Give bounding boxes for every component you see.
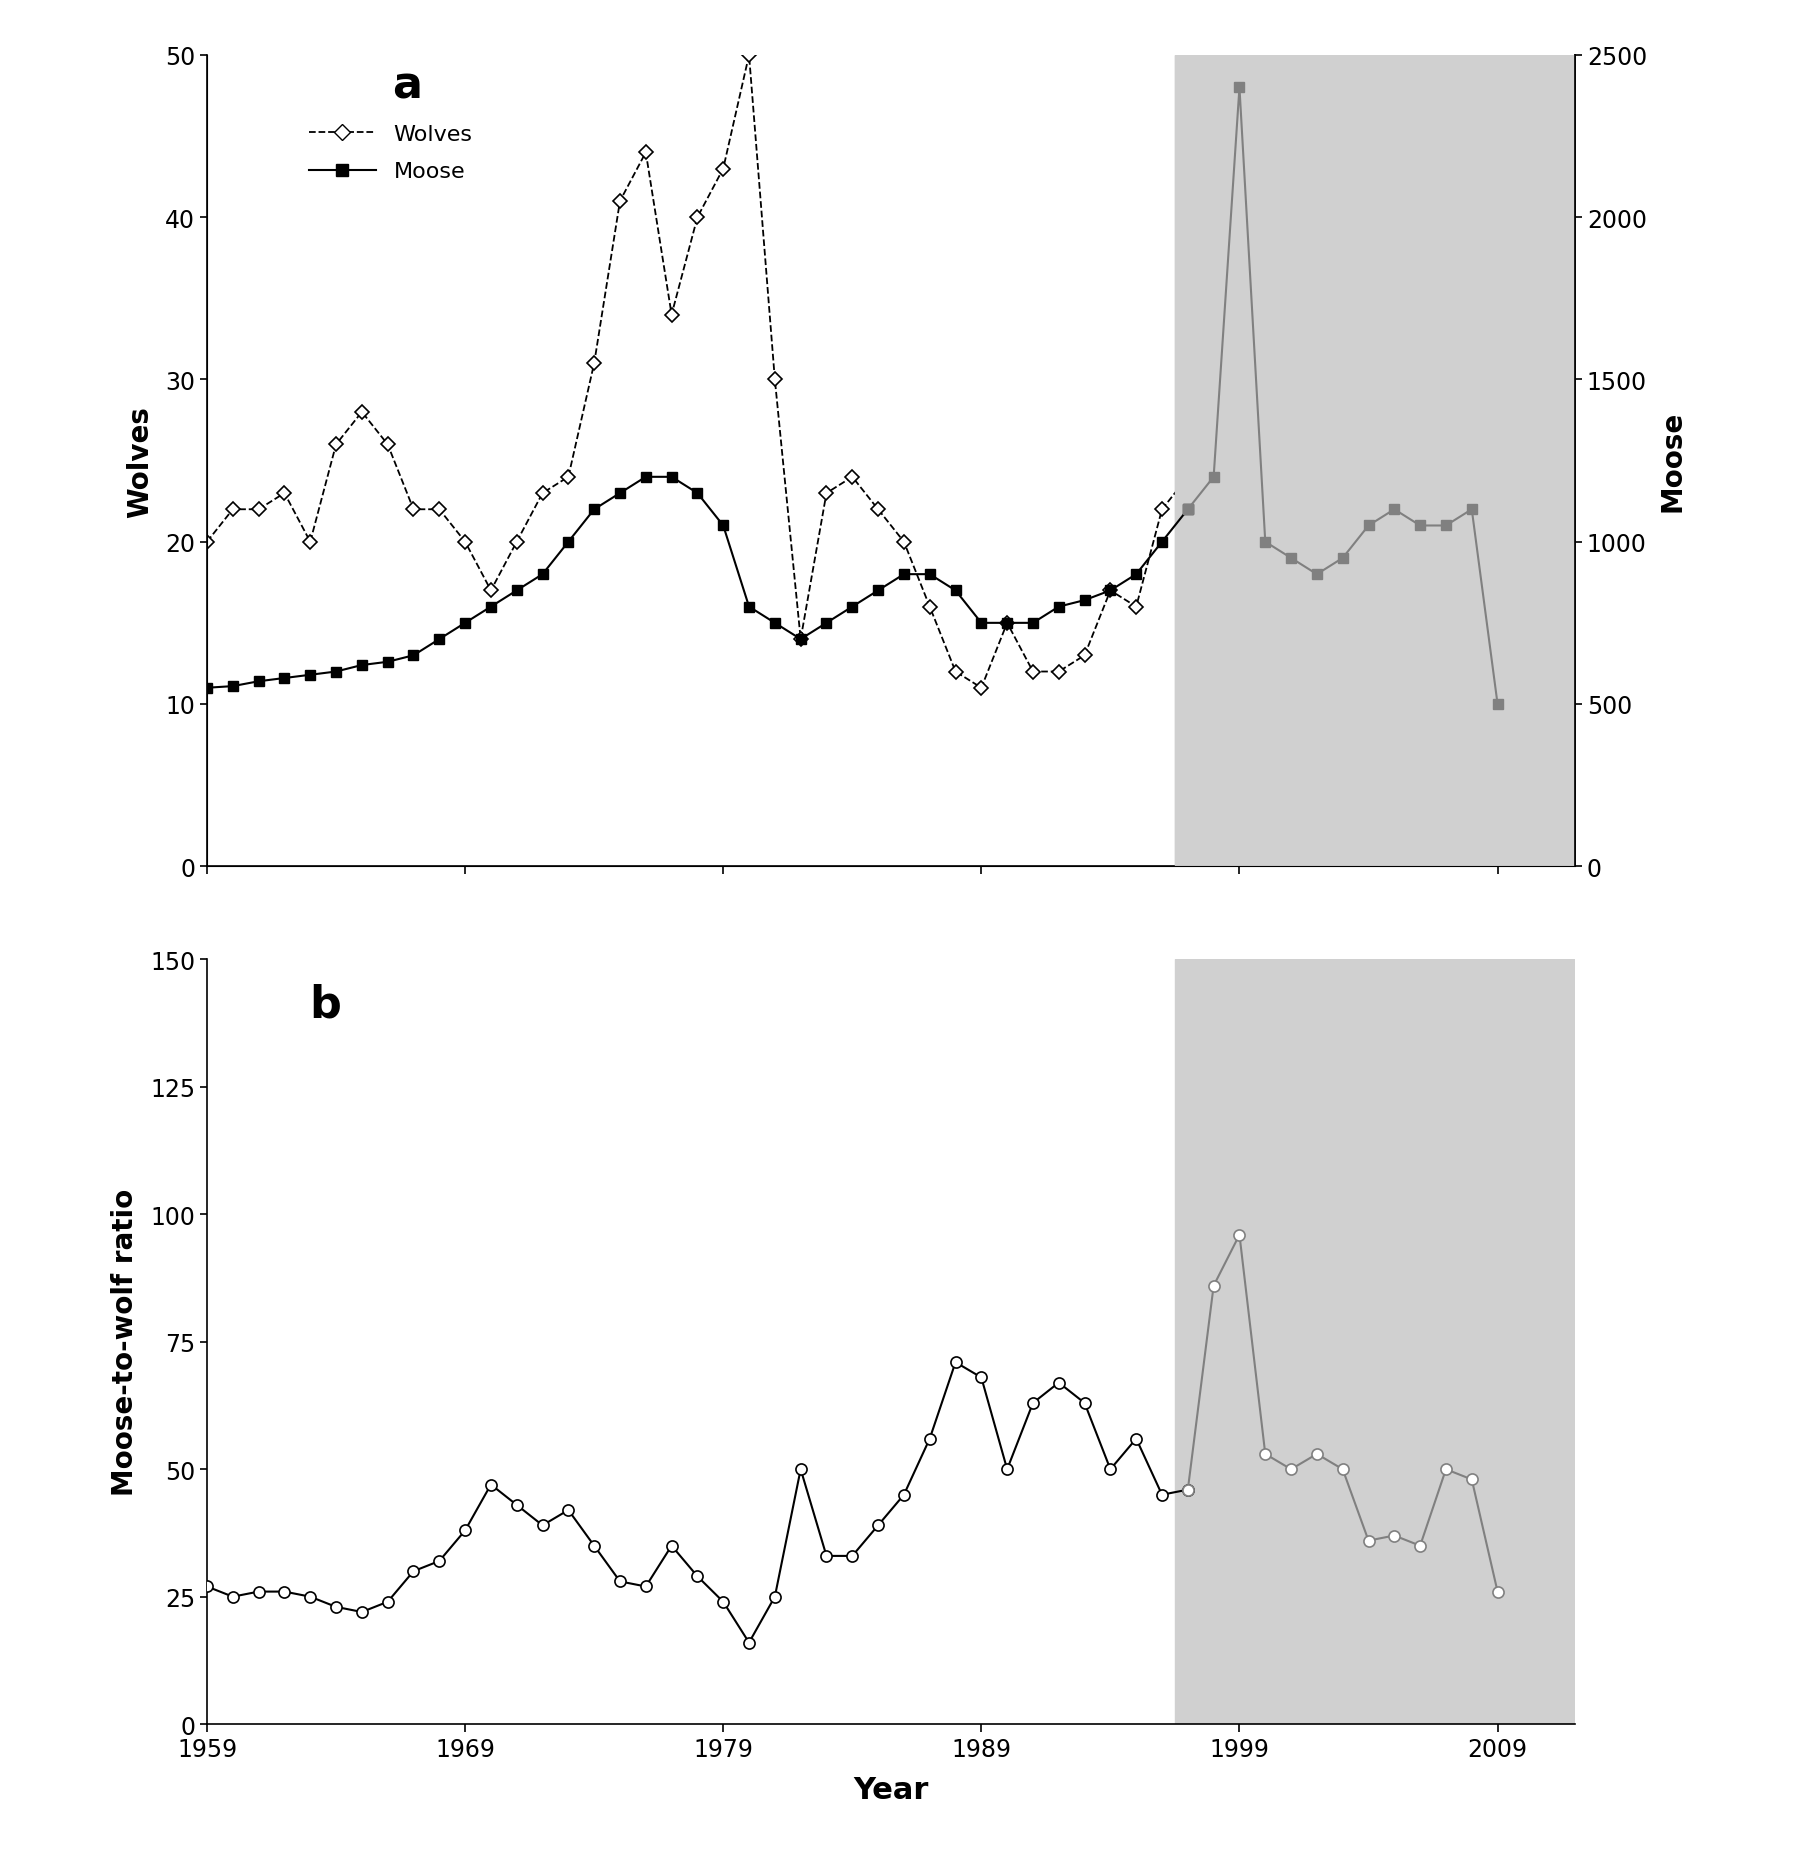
Moose (970, 611, 992, 634)
Wolves (1152, 500, 1174, 522)
Moose (893, 563, 914, 585)
Wolves (686, 207, 707, 229)
Moose (274, 667, 295, 690)
Wolves (454, 531, 475, 554)
Wolves (608, 190, 630, 212)
Text: b: b (310, 982, 342, 1025)
Wolves (635, 142, 657, 164)
Wolves (221, 500, 243, 522)
Moose (635, 466, 657, 488)
Wolves (1177, 466, 1199, 488)
Moose (248, 671, 270, 693)
Moose (868, 580, 889, 602)
Legend: Wolves, Moose: Wolves, Moose (301, 116, 481, 192)
Moose (841, 596, 862, 619)
Wolves (583, 352, 605, 375)
Y-axis label: Moose-to-wolf ratio: Moose-to-wolf ratio (112, 1189, 139, 1495)
Wolves (196, 531, 218, 554)
Wolves (299, 531, 320, 554)
Wolves (403, 500, 425, 522)
Wolves (1022, 662, 1044, 684)
Moose (738, 596, 760, 619)
Moose (558, 531, 580, 554)
Moose (326, 662, 347, 684)
Moose (221, 675, 243, 697)
Moose (351, 654, 373, 677)
Moose (454, 611, 475, 634)
Moose (506, 580, 527, 602)
Moose (428, 628, 450, 651)
Bar (1175, 56, 1575, 867)
Y-axis label: Moose: Moose (1658, 410, 1687, 513)
Wolves (558, 466, 580, 488)
Wolves (376, 434, 398, 457)
Moose (1048, 596, 1069, 619)
Moose (608, 483, 630, 505)
Moose (531, 563, 553, 585)
Moose (661, 466, 682, 488)
Bar (1175, 56, 1575, 867)
Wolves (248, 500, 270, 522)
Wolves (738, 45, 760, 67)
Wolves (661, 304, 682, 326)
Wolves (713, 158, 734, 181)
Moose (713, 514, 734, 537)
Moose (1177, 500, 1199, 522)
Moose (403, 645, 425, 667)
Moose (790, 628, 812, 651)
Moose (920, 563, 941, 585)
Moose (763, 611, 785, 634)
Wolves (1125, 596, 1147, 619)
Wolves (868, 500, 889, 522)
Wolves (920, 596, 941, 619)
Wolves (790, 628, 812, 651)
Moose (196, 677, 218, 699)
Y-axis label: Wolves: Wolves (126, 406, 153, 516)
Line: Wolves: Wolves (202, 50, 1193, 693)
Wolves (1100, 580, 1121, 602)
Wolves (997, 611, 1019, 634)
Moose (815, 611, 837, 634)
Wolves (970, 677, 992, 699)
Wolves (893, 531, 914, 554)
X-axis label: Year: Year (853, 1775, 929, 1804)
Moose (481, 596, 502, 619)
Moose (997, 611, 1019, 634)
Wolves (815, 483, 837, 505)
Wolves (1048, 662, 1069, 684)
Wolves (351, 401, 373, 423)
Wolves (531, 483, 553, 505)
Text: a: a (392, 63, 421, 106)
Moose (1152, 531, 1174, 554)
Wolves (1075, 645, 1096, 667)
Moose (945, 580, 967, 602)
Wolves (326, 434, 347, 457)
Wolves (481, 580, 502, 602)
Wolves (763, 369, 785, 391)
Bar (1175, 960, 1575, 1724)
Moose (1075, 589, 1096, 611)
Wolves (841, 466, 862, 488)
Line: Moose: Moose (202, 473, 1193, 693)
Wolves (945, 662, 967, 684)
Moose (376, 651, 398, 673)
Moose (1022, 611, 1044, 634)
Wolves (274, 483, 295, 505)
Wolves (428, 500, 450, 522)
Moose (1100, 580, 1121, 602)
Moose (299, 664, 320, 686)
Moose (686, 483, 707, 505)
Wolves (506, 531, 527, 554)
Moose (1125, 563, 1147, 585)
Moose (583, 500, 605, 522)
